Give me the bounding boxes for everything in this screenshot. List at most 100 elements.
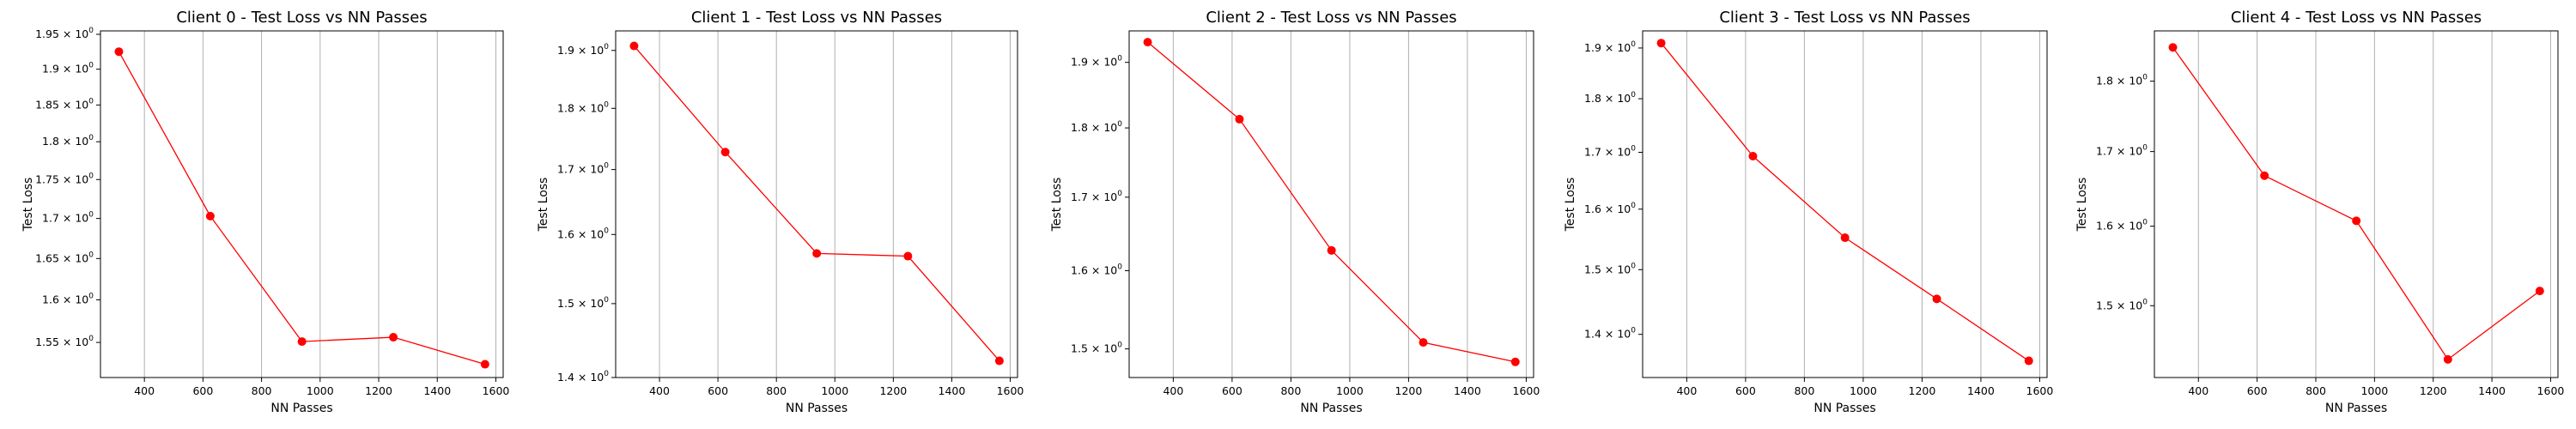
y-tick-mantissa: 1.7 <box>1071 190 1088 203</box>
y-tick-exponent: 0 <box>1631 91 1636 100</box>
y-tick-exponent: 0 <box>1631 144 1636 153</box>
x-tick-label: 1600 <box>2026 384 2054 397</box>
y-tick-exponent: 0 <box>2142 144 2148 153</box>
data-point <box>1748 152 1758 161</box>
x-tick-label: 1400 <box>1967 384 1995 397</box>
y-tick-base: 10 <box>75 212 88 225</box>
y-tick-base: 10 <box>75 172 88 185</box>
y-tick-mantissa: 1.8 <box>557 101 574 114</box>
y-tick-mantissa: 1.9 <box>1584 41 1601 54</box>
y-tick-mantissa: 1.7 <box>557 163 574 176</box>
y-tick-mantissa: 1.5 <box>1584 263 1601 275</box>
data-point <box>1840 233 1850 243</box>
data-point <box>1419 338 1428 347</box>
series-line <box>1147 41 1516 363</box>
chart-title: Client 3 - Test Loss vs NN Passes <box>1719 9 1970 27</box>
y-tick-base: 10 <box>590 101 604 114</box>
y-tick-times: × <box>574 163 590 176</box>
y-tick-exponent: 0 <box>2142 298 2148 306</box>
y-axis-label: Test Loss <box>21 178 35 233</box>
y-tick-exponent: 0 <box>1631 262 1636 270</box>
x-tick-label: 600 <box>2247 384 2268 397</box>
y-tick-label: 1.75 × 100 <box>35 172 94 185</box>
x-tick-label: 1600 <box>2537 384 2565 397</box>
y-tick-label: 1.65 × 100 <box>35 251 94 264</box>
y-tick-base: 10 <box>1617 202 1631 215</box>
y-tick-exponent: 0 <box>88 62 94 70</box>
y-tick-label: 1.6 × 100 <box>1584 202 1636 215</box>
x-tick-label: 600 <box>1735 384 1756 397</box>
axes-frame <box>2154 30 2559 378</box>
x-tick-label: 1000 <box>2360 384 2388 397</box>
y-tick-times: × <box>574 371 590 384</box>
y-tick-label: 1.5 × 100 <box>1071 341 1122 355</box>
y-tick-mantissa: 1.95 <box>35 27 59 40</box>
x-tick-label: 1400 <box>2478 384 2506 397</box>
data-point <box>994 356 1004 366</box>
y-tick-label: 1.4 × 100 <box>557 370 609 384</box>
y-tick-exponent: 0 <box>1631 40 1636 49</box>
y-tick-times: × <box>1601 41 1617 54</box>
x-tick-label: 400 <box>1676 384 1697 397</box>
y-tick-base: 10 <box>1617 92 1631 105</box>
y-tick-exponent: 0 <box>1117 55 1122 63</box>
y-tick-label: 1.8 × 100 <box>42 134 94 148</box>
data-point <box>1510 357 1520 366</box>
y-tick-exponent: 0 <box>2142 74 2148 82</box>
data-point <box>1656 39 1666 48</box>
series-line <box>118 51 486 366</box>
data-point <box>2535 287 2544 296</box>
y-tick-mantissa: 1.7 <box>2096 145 2113 158</box>
y-tick-times: × <box>1601 92 1617 105</box>
y-tick-times: × <box>2113 75 2129 88</box>
y-tick-exponent: 0 <box>88 251 94 259</box>
x-tick-label: 1200 <box>2420 384 2447 397</box>
y-tick-times: × <box>1601 263 1617 275</box>
y-tick-exponent: 0 <box>604 43 609 51</box>
data-point <box>629 41 639 51</box>
y-tick-base: 10 <box>1103 121 1117 134</box>
x-tick-label: 1200 <box>365 384 392 397</box>
x-tick-label: 400 <box>1163 384 1183 397</box>
data-point <box>903 251 913 261</box>
x-axis-label: NN Passes <box>2325 402 2387 415</box>
data-point <box>389 333 398 342</box>
y-tick-label: 1.8 × 100 <box>557 100 609 114</box>
y-tick-mantissa: 1.4 <box>557 371 574 384</box>
y-tick-label: 1.6 × 100 <box>42 292 94 305</box>
y-tick-base: 10 <box>590 371 604 384</box>
series-line <box>2172 46 2541 360</box>
y-tick-base: 10 <box>2129 75 2142 88</box>
y-tick-mantissa: 1.6 <box>42 293 59 305</box>
y-axis-label: Test Loss <box>1564 178 1577 233</box>
y-tick-base: 10 <box>75 251 88 264</box>
x-tick-label: 1000 <box>1336 384 1364 397</box>
data-point <box>1143 38 1152 47</box>
x-tick-label: 800 <box>1280 384 1301 397</box>
y-axis-label: Test Loss <box>1050 178 1064 233</box>
y-tick-base: 10 <box>75 135 88 148</box>
y-tick-times: × <box>59 135 75 148</box>
axes-frame <box>100 30 504 378</box>
x-tick-label: 1200 <box>1395 384 1423 397</box>
y-tick-mantissa: 1.8 <box>42 135 59 148</box>
data-point <box>2260 171 2269 180</box>
y-tick-label: 1.9 × 100 <box>1071 55 1122 69</box>
x-tick-label: 800 <box>252 384 272 397</box>
y-tick-label: 1.7 × 100 <box>42 211 94 225</box>
y-tick-base: 10 <box>1617 145 1631 158</box>
y-tick-exponent: 0 <box>1117 341 1122 350</box>
data-point <box>2352 216 2361 226</box>
y-tick-base: 10 <box>2129 299 2142 311</box>
y-tick-times: × <box>59 251 75 264</box>
y-tick-times: × <box>59 212 75 225</box>
y-tick-label: 1.8 × 100 <box>1584 91 1636 105</box>
y-tick-times: × <box>1601 328 1617 341</box>
y-tick-times: × <box>1088 190 1103 203</box>
chart-title: Client 0 - Test Loss vs NN Passes <box>176 9 427 27</box>
y-tick-exponent: 0 <box>604 296 609 305</box>
